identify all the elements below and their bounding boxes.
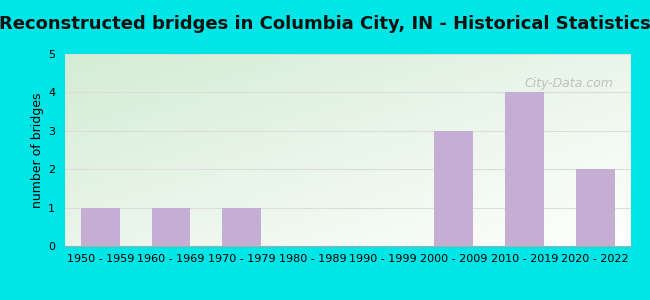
Text: City-Data.com: City-Data.com	[525, 77, 614, 90]
Bar	[576, 169, 615, 246]
Bar	[151, 208, 190, 246]
Bar	[505, 92, 544, 246]
Bar	[434, 131, 473, 246]
Bar	[222, 208, 261, 246]
Y-axis label: number of bridges: number of bridges	[31, 92, 44, 208]
Text: Reconstructed bridges in Columbia City, IN - Historical Statistics: Reconstructed bridges in Columbia City, …	[0, 15, 650, 33]
Bar	[81, 208, 120, 246]
